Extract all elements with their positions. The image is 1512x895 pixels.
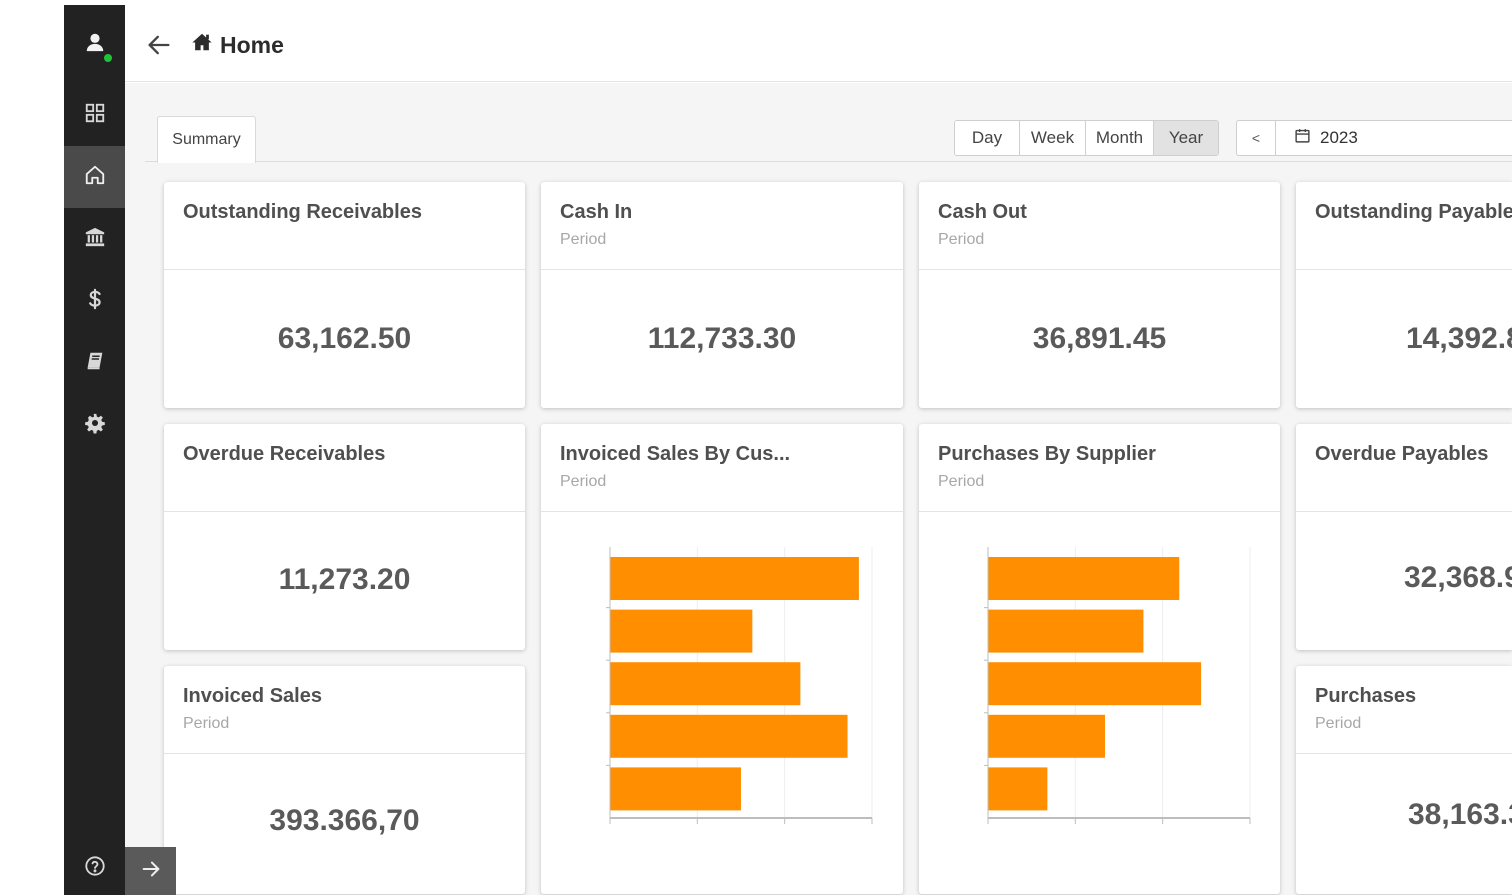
chart-bar	[610, 714, 848, 758]
tab-summary[interactable]: Summary	[157, 116, 256, 163]
card-value: 11,273.20	[278, 563, 411, 596]
purchases-by-supplier-chart	[984, 547, 1251, 824]
card-overdue-payables[interactable]: Overdue Payables 32,368.9	[1296, 424, 1512, 650]
back-arrow-icon	[145, 35, 173, 63]
sidebar-item-sales[interactable]	[64, 270, 125, 332]
chart-bar	[988, 609, 1144, 653]
page-title-text: Home	[220, 31, 284, 58]
card-title: Cash Out	[938, 201, 1027, 223]
back-button[interactable]	[145, 31, 173, 59]
sidebar-item-banking[interactable]	[64, 208, 125, 270]
chart-bar	[988, 662, 1202, 706]
card-invoiced-sales-by-customer[interactable]: Invoiced Sales By Cus... Period	[541, 424, 903, 894]
calendar-icon	[1294, 127, 1311, 149]
arrow-right-icon	[140, 858, 162, 885]
tabs-divider	[145, 161, 1512, 162]
card-cash-in[interactable]: Cash In Period 112,733.30	[541, 182, 903, 408]
previous-period-button[interactable]: <	[1237, 121, 1276, 155]
page-title: Home	[191, 31, 284, 59]
sidebar-item-accounts[interactable]	[64, 332, 125, 394]
dashboard-grid-icon	[84, 102, 106, 129]
card-cash-out[interactable]: Cash Out Period 36,891.45	[919, 182, 1280, 408]
sales-by-customer-chart	[606, 547, 873, 824]
home-icon	[191, 31, 213, 59]
card-value: 32,368.9	[1404, 561, 1512, 594]
card-overdue-receivables[interactable]: Overdue Receivables 11,273.20	[164, 424, 525, 650]
card-outstanding-receivables[interactable]: Outstanding Receivables 63,162.50	[164, 182, 525, 408]
card-purchases[interactable]: Purchases Period 38,163.3	[1296, 666, 1512, 894]
bank-icon	[84, 226, 106, 253]
user-avatar[interactable]	[64, 19, 125, 69]
home-icon	[84, 164, 106, 191]
period-day-button[interactable]: Day	[955, 121, 1020, 155]
card-subtitle: Period	[183, 715, 230, 732]
card-title: Cash In	[560, 201, 633, 223]
period-year-button[interactable]: Year	[1154, 121, 1218, 155]
period-week-button[interactable]: Week	[1020, 121, 1086, 155]
card-outstanding-payables[interactable]: Outstanding Payables 14,392.8	[1296, 182, 1512, 408]
chart-bar	[988, 714, 1106, 758]
card-title: Outstanding Receivables	[183, 201, 422, 223]
date-picker-field[interactable]: 2023	[1276, 121, 1512, 155]
card-value: 112,733.30	[647, 322, 797, 355]
card-subtitle: Period	[560, 231, 607, 248]
user-avatar-icon	[84, 31, 106, 58]
card-invoiced-sales[interactable]: Invoiced Sales Period 393.366,70	[164, 666, 525, 894]
card-title: Overdue Payables	[1315, 443, 1489, 465]
chart-bar	[988, 767, 1048, 811]
card-value: 393.366,70	[269, 804, 420, 837]
card-title: Invoiced Sales By Cus...	[560, 443, 791, 465]
date-value: 2023	[1320, 128, 1358, 147]
help-icon	[84, 855, 106, 882]
card-value: 36,891.45	[1032, 322, 1167, 355]
card-title: Purchases	[1315, 685, 1417, 707]
card-title: Purchases By Supplier	[938, 443, 1156, 465]
sidebar-item-home[interactable]	[64, 146, 125, 208]
date-navigator: < 2023	[1236, 120, 1512, 156]
card-subtitle: Period	[938, 231, 985, 248]
chart-bar	[610, 609, 753, 653]
chart-bar	[610, 662, 801, 706]
card-title: Invoiced Sales	[183, 685, 322, 707]
sidebar	[64, 5, 125, 895]
chart-bar	[610, 767, 741, 811]
card-value: 63,162.50	[277, 322, 412, 355]
help-button[interactable]	[64, 843, 125, 893]
expand-sidebar-button[interactable]	[125, 847, 176, 895]
card-subtitle: Period	[560, 473, 607, 490]
main-content: Summary Day Week Month Year < 2023 Outst…	[125, 83, 1512, 895]
online-status-dot	[102, 52, 114, 64]
card-value: 38,163.3	[1408, 798, 1512, 831]
period-selector: Day Week Month Year	[954, 120, 1219, 156]
chart-bar	[610, 557, 859, 600]
book-icon	[84, 350, 106, 377]
top-bar: Home	[125, 5, 1512, 82]
chart-bar	[988, 557, 1180, 600]
sidebar-item-dashboard[interactable]	[64, 84, 125, 146]
gear-icon	[84, 412, 106, 439]
card-subtitle: Period	[938, 473, 985, 490]
card-purchases-by-supplier[interactable]: Purchases By Supplier Period	[919, 424, 1280, 894]
card-subtitle: Period	[1315, 715, 1362, 732]
dollar-icon	[84, 288, 106, 315]
card-title: Overdue Receivables	[183, 443, 386, 465]
card-value: 14,392.8	[1406, 322, 1512, 355]
sidebar-item-settings[interactable]	[64, 394, 125, 456]
period-month-button[interactable]: Month	[1086, 121, 1154, 155]
card-title: Outstanding Payables	[1315, 201, 1512, 223]
